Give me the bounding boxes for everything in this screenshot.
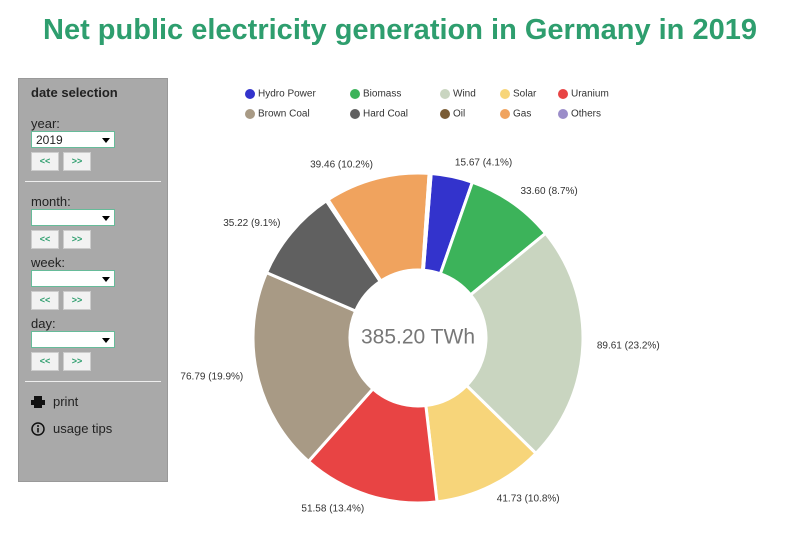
slice [251,270,375,464]
sidebar: date selection year: 2019 << >> month: <<… [18,78,168,482]
value-label: 39.46 (10.2%) [310,159,373,170]
year-select[interactable]: 2019 [31,131,115,148]
legend-label: Wind [453,89,476,100]
value-label: 76.79 (19.9%) [180,371,243,382]
usage-tips-text: usage tips [53,421,113,436]
usage-tips-link[interactable]: usage tips [31,421,155,436]
legend-label: Uranium [571,89,609,100]
day-select[interactable] [31,331,115,348]
center-label: 385.20 TWh [361,326,475,349]
legend-label: Brown Coal [258,109,310,120]
prev-button[interactable]: << [31,352,59,371]
info-icon [31,421,45,436]
value-label: 41.73 (10.8%) [497,493,560,504]
legend-swatch [558,89,568,99]
slice [420,171,433,272]
legend-swatch [500,109,510,119]
year-label: year: [31,116,60,131]
day-label: day: [31,316,56,331]
prev-button[interactable]: << [31,152,59,171]
legend-label: Biomass [363,89,401,100]
value-label: 89.61 (23.2%) [597,340,660,351]
print-icon [31,395,45,408]
legend-swatch [350,89,360,99]
legend-swatch [245,109,255,119]
month-select[interactable] [31,209,115,226]
next-button[interactable]: >> [63,352,91,371]
week-label: week: [31,255,65,270]
legend-swatch [350,109,360,119]
value-label: 15.67 (4.1%) [455,157,512,168]
print-link[interactable]: print [31,394,155,409]
legend-label: Gas [513,109,531,120]
value-label: 35.22 (9.1%) [223,218,280,229]
legend-label: Hydro Power [258,89,316,100]
legend-swatch [245,89,255,99]
legend-swatch [558,109,568,119]
legend-swatch [440,109,450,119]
legend-swatch [500,89,510,99]
chart-title: Net public electricity generation in Ger… [43,14,757,46]
week-select[interactable] [31,270,115,287]
month-label: month: [31,194,71,209]
sidebar-heading: date selection [31,85,118,100]
slice [464,231,585,456]
prev-button[interactable]: << [31,291,59,310]
legend-label: Others [571,109,601,120]
separator [25,181,161,182]
legend-label: Oil [453,109,465,120]
legend-label: Solar [513,89,537,100]
legend-label: Hard Coal [363,109,408,120]
value-label: 33.60 (8.7%) [520,186,577,197]
next-button[interactable]: >> [63,152,91,171]
legend-swatch [440,89,450,99]
next-button[interactable]: >> [63,230,91,249]
next-button[interactable]: >> [63,291,91,310]
value-label: 51.58 (13.4%) [301,503,364,514]
prev-button[interactable]: << [31,230,59,249]
separator [25,381,161,382]
print-text: print [53,394,79,409]
